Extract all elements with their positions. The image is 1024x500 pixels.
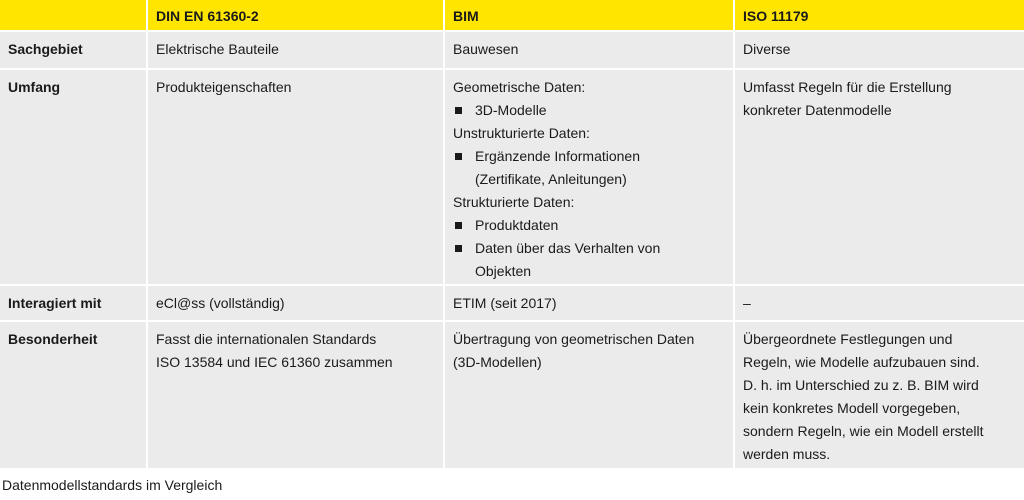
cell-text: (3D-Modellen) <box>453 354 542 370</box>
cell-text: Bauwesen <box>453 41 519 57</box>
cell-text: Produkteigenschaften <box>156 79 292 95</box>
row-label-cell: Sachgebiet <box>0 32 146 68</box>
table-cell: Diverse <box>735 32 1024 68</box>
table-cell: ETIM (seit 2017) <box>445 286 733 320</box>
table-cell: Übergeordnete Festlegungen und Regeln, wi… <box>735 322 1024 468</box>
caption: Datenmodellstandards im Vergleich <box>2 477 223 493</box>
cell-text: Umfasst Regeln für die Erstellung <box>743 79 952 95</box>
cell-text: sondern Regeln, wie ein Modell erstellt <box>743 423 984 439</box>
list-item: Produktdaten <box>453 214 733 237</box>
list-item-text: 3D-Modelle <box>475 102 547 118</box>
list-item-text: Daten über das Verhalten von <box>475 240 661 256</box>
cell-text: ISO 13584 und IEC 61360 zusammen <box>156 354 393 370</box>
table-cell: Elektrische Bauteile <box>148 32 443 68</box>
table-cell: Fasst die internationalen Standards ISO 1… <box>148 322 443 468</box>
cell-text: Fasst die internationalen Standards <box>156 331 377 347</box>
table-cell: Bauwesen <box>445 32 733 68</box>
list-item-text: Ergänzende Informationen <box>475 148 640 164</box>
table-cell: Produkteigenschaften <box>148 70 443 284</box>
header-cell <box>0 0 146 30</box>
list-item-text: (Zertifikate, Anleitungen) <box>475 171 627 187</box>
header-text: ISO 11179 <box>743 8 809 24</box>
row-label: Umfang <box>8 79 61 95</box>
list-item: Daten über das Verhalten von Objekten <box>453 237 733 283</box>
list-heading: Strukturierte Daten: <box>453 194 575 210</box>
header-text: BIM <box>453 8 479 24</box>
cell-text: konkreter Datenmodelle <box>743 102 892 118</box>
cell-text: – <box>743 295 751 311</box>
list-item: 3D-Modelle <box>453 99 733 122</box>
header-text: DIN EN 61360-2 <box>156 8 259 24</box>
header-cell: ISO 11179 <box>735 0 1024 30</box>
header-cell: BIM <box>445 0 733 30</box>
row-label: Besonderheit <box>8 331 98 347</box>
row-label-cell: Besonderheit <box>0 322 146 468</box>
row-label-cell: Umfang <box>0 70 146 284</box>
cell-text: kein konkretes Modell vorgegeben, <box>743 400 961 416</box>
cell-text: Übergeordnete Festlegungen und <box>743 331 953 347</box>
cell-text: Übertragung von geometrischen Daten <box>453 331 695 347</box>
list-item-text: Produktdaten <box>475 217 559 233</box>
row-label: Interagiert mit <box>8 295 102 311</box>
list-item: Ergänzende Informationen (Zertifikate, An… <box>453 145 733 191</box>
cell-text: Elektrische Bauteile <box>156 41 279 57</box>
list-heading: Geometrische Daten: <box>453 79 586 95</box>
table-cell: eCl@ss (vollständig) <box>148 286 443 320</box>
row-label: Sachgebiet <box>8 41 83 57</box>
list-item-text: Objekten <box>475 263 532 279</box>
list-heading: Unstrukturierte Daten: <box>453 125 590 141</box>
table-cell: Übertragung von geometrischen Daten (3D-M… <box>445 322 733 468</box>
cell-text: Diverse <box>743 41 791 57</box>
cell-text: Regeln, wie Modelle aufzubauen sind. <box>743 354 980 370</box>
table-cell: Geometrische Daten: 3D-Modelle Unstrukturi… <box>445 70 733 284</box>
table-cell: – <box>735 286 1024 320</box>
row-label-cell: Interagiert mit <box>0 286 146 320</box>
cell-text: D. h. im Unterschied zu z. B. BIM wird <box>743 377 979 393</box>
cell-text: ETIM (seit 2017) <box>453 295 557 311</box>
header-cell: DIN EN 61360-2 <box>148 0 443 30</box>
cell-text: werden muss. <box>743 446 831 462</box>
cell-text: eCl@ss (vollständig) <box>156 295 285 311</box>
table-cell: Umfasst Regeln für die Erstellung konkret… <box>735 70 1024 284</box>
